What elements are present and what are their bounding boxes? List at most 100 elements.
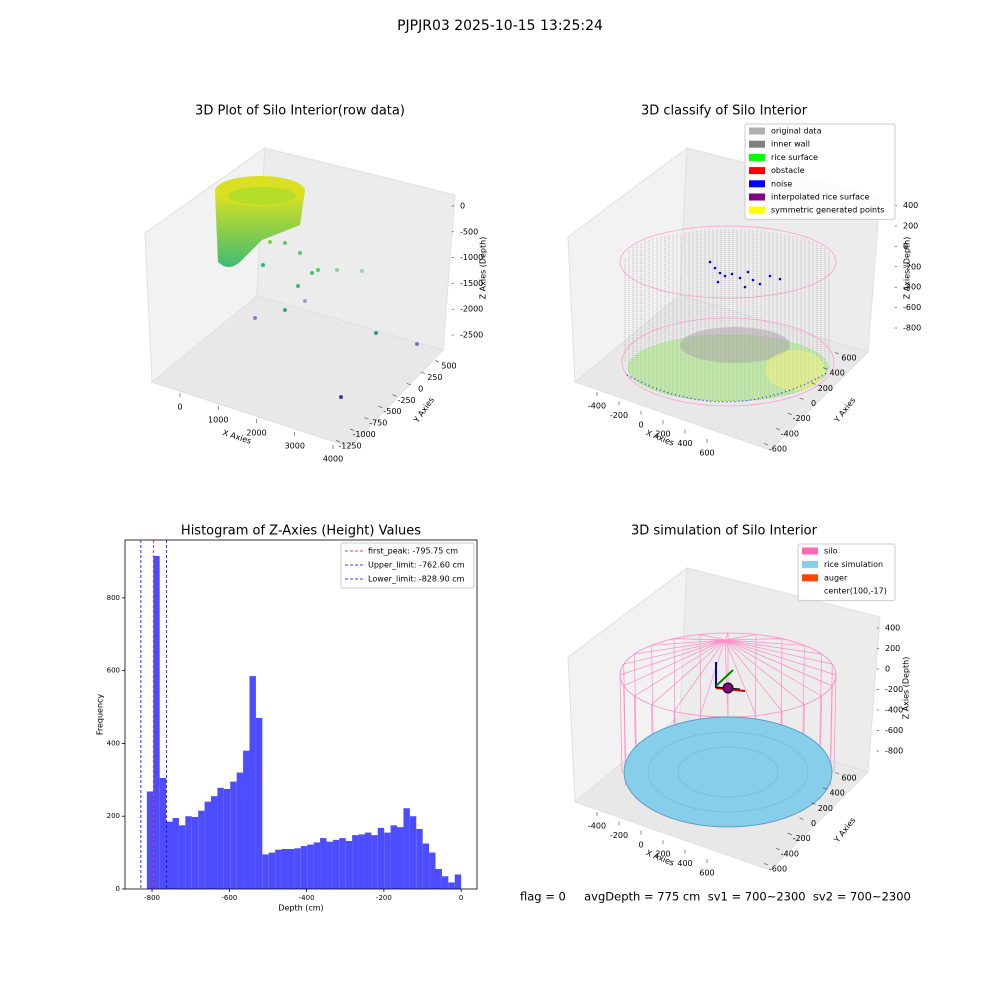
y-tick-label: 0 <box>811 819 816 828</box>
silo-spoke <box>651 639 726 646</box>
x-tick-label: 200 <box>655 850 670 859</box>
histogram-bar <box>332 839 340 889</box>
silo-spoke <box>619 639 726 676</box>
z-tick-label: -600 <box>885 726 903 735</box>
silo-wall <box>673 638 676 725</box>
noise-point <box>718 271 722 275</box>
y-tick-label: 200 <box>107 812 120 820</box>
y-tick-label: 600 <box>107 667 120 675</box>
scatter-point <box>339 395 343 399</box>
z-tick-label: -800 <box>885 747 903 756</box>
legend-box <box>744 123 896 220</box>
y-tick-mark <box>823 787 828 790</box>
symmetric-points <box>765 350 825 390</box>
scatter-point <box>283 241 287 245</box>
z-tick-label: -2500 <box>460 331 483 340</box>
center-marker <box>722 682 734 694</box>
y-tick-mark <box>763 443 769 446</box>
z-tick-label: -600 <box>903 303 921 312</box>
noise-point <box>778 277 782 281</box>
legend-swatch <box>802 560 818 568</box>
legend-label: noise <box>771 179 792 188</box>
x-tick-label: -400 <box>588 822 606 831</box>
histogram-bar <box>191 816 199 889</box>
histogram-bar <box>300 846 308 889</box>
legend-swatch <box>749 153 765 161</box>
histogram-bar <box>230 781 237 889</box>
legend-swatch <box>749 193 765 201</box>
footer-text: flag = 0 avgDepth = 775 cm sv1 = 700~230… <box>520 890 911 904</box>
y-tick-label: -600 <box>769 445 787 454</box>
x-tick-label: -200 <box>610 831 628 840</box>
histogram-bar <box>178 825 186 889</box>
figure-title: PJPJR03 2025-10-15 13:25:24 <box>397 18 603 34</box>
y-axis-label: Y Axies <box>832 816 858 845</box>
histogram-bar <box>358 834 365 889</box>
silo-spoke <box>699 634 726 641</box>
histogram-bar <box>223 788 231 889</box>
z-tick-label: 0 <box>885 665 890 674</box>
x-tick-label: -400 <box>299 894 315 902</box>
chart-title: Histogram of Z-Axies (Height) Values <box>181 524 421 539</box>
histogram-bar <box>307 844 314 889</box>
z-tick-label: -500 <box>460 227 478 236</box>
legend-swatch <box>749 180 765 188</box>
z-tick-label: -200 <box>885 685 903 694</box>
y-tick-mark <box>775 427 780 431</box>
legend-label: Upper_limit: -762.60 cm <box>368 561 465 570</box>
legend-swatch <box>802 547 818 555</box>
silo-wall <box>651 645 654 734</box>
z-tick-label: 400 <box>885 624 900 633</box>
legend-box <box>340 542 475 589</box>
x-tick-label: 200 <box>655 430 670 439</box>
y-tick-label: 600 <box>841 774 856 783</box>
legend-label: rice simulation <box>824 560 883 569</box>
histogram-bar <box>390 825 398 889</box>
legend-label: Lower_limit: -828.90 cm <box>368 575 465 584</box>
noise-point <box>708 260 712 264</box>
histogram-bar <box>198 810 205 889</box>
histogram-bar <box>377 827 385 889</box>
histogram-bar <box>236 772 244 889</box>
x-tick-label: 400 <box>677 859 692 868</box>
legend-label: symmetric generated points <box>771 206 884 215</box>
histogram-bar <box>159 778 167 889</box>
y-tick-mark <box>799 397 804 400</box>
noise-point <box>743 285 747 289</box>
y-tick-label: 400 <box>830 369 845 378</box>
pane-floor <box>150 295 444 448</box>
histogram-bar <box>172 818 179 889</box>
legend-box <box>797 543 896 602</box>
noise-point <box>716 280 720 284</box>
silo-spoke <box>724 639 783 712</box>
histogram-bar <box>262 854 269 889</box>
histogram-bar <box>287 848 295 889</box>
histogram-bar <box>146 791 154 889</box>
y-tick-mark <box>834 352 840 355</box>
y-tick-mark <box>787 832 792 835</box>
y-tick-mark <box>378 405 383 408</box>
y-tick-mark <box>364 417 369 420</box>
y-tick-label: 400 <box>830 789 845 798</box>
legend-label: center(100,-17) <box>824 587 887 596</box>
x-tick-label: -400 <box>588 402 606 411</box>
silo-wall <box>819 653 822 745</box>
x-tick-label: 0 <box>638 840 643 849</box>
silo-spoke <box>724 639 729 718</box>
histogram-bar <box>454 874 462 889</box>
y-tick-mark <box>420 371 425 374</box>
y-tick-label: -400 <box>781 849 799 858</box>
x-tick-label: 600 <box>699 868 714 877</box>
noise-point <box>758 282 762 286</box>
silo-wall <box>619 674 623 773</box>
x-tick-label: 0 <box>638 420 643 429</box>
rice-mesh <box>677 746 779 798</box>
histogram-bar <box>409 816 417 889</box>
histogram-bar <box>275 849 282 889</box>
y-tick-label: 400 <box>107 739 120 747</box>
y-axis-label: Frequency <box>96 694 105 736</box>
silo-wall <box>623 664 626 758</box>
legend-swatch <box>802 574 818 582</box>
z-tick-label: -800 <box>903 323 921 332</box>
